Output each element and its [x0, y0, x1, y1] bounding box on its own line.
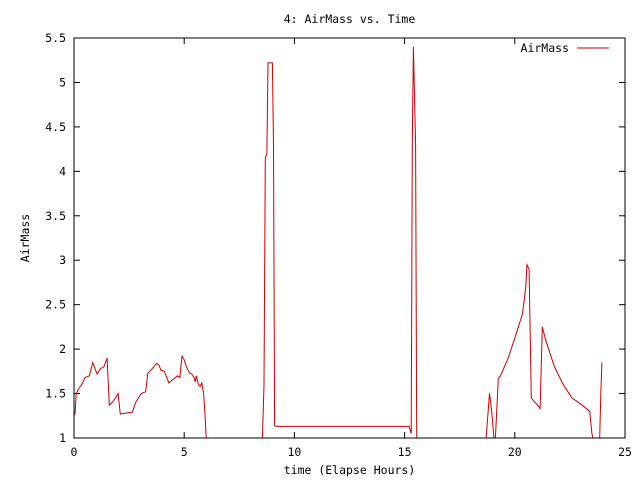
chart-title: 4: AirMass vs. Time — [284, 12, 416, 26]
x-tick-label: 0 — [71, 445, 78, 459]
y-tick-label: 3 — [59, 253, 66, 267]
y-tick-label: 1 — [59, 431, 66, 445]
y-axis-label: AirMass — [18, 214, 32, 262]
x-tick-label: 25 — [618, 445, 632, 459]
x-tick-label: 5 — [181, 445, 188, 459]
y-tick-label: 3.5 — [45, 209, 66, 223]
series-line-airmass — [73, 46, 603, 439]
axis-ticks: 0 5 10 15 20 25 1 1.5 2 2.5 3 3.5 4 4.5 5 5.5 — [45, 31, 632, 459]
legend-label-airmass: AirMass — [521, 41, 569, 55]
y-tick-label: 4.5 — [45, 120, 66, 134]
y-tick-label: 4 — [59, 164, 66, 178]
x-tick-label: 10 — [287, 445, 301, 459]
x-tick-label: 20 — [508, 445, 522, 459]
y-tick-label: 5.5 — [45, 31, 66, 45]
plot-frame — [73, 37, 626, 439]
x-axis-label: time (Elapse Hours) — [284, 463, 416, 477]
y-tick-label: 1.5 — [45, 387, 66, 401]
y-tick-label: 2 — [59, 342, 66, 356]
y-tick-label: 5 — [59, 75, 66, 89]
x-tick-label: 15 — [398, 445, 412, 459]
y-tick-label: 2.5 — [45, 298, 66, 312]
series-layer — [73, 46, 603, 439]
legend: AirMass — [521, 41, 609, 55]
